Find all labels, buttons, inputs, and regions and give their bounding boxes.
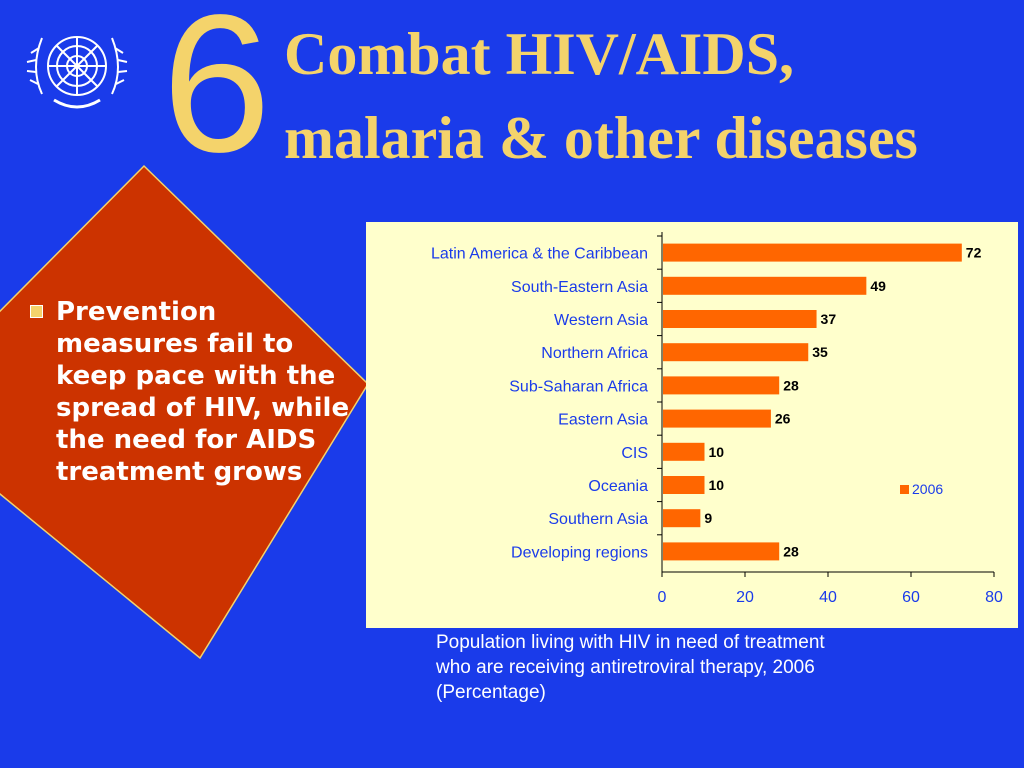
goal-number: 6 [162, 0, 271, 193]
un-emblem-icon [26, 36, 128, 109]
data-label: 28 [783, 377, 799, 393]
data-label: 10 [709, 444, 725, 460]
category-label: CIS [621, 445, 648, 462]
x-tick-label: 80 [985, 589, 1003, 606]
bar [663, 310, 817, 328]
bar [663, 243, 962, 262]
data-label: 26 [775, 411, 791, 427]
chart-caption: Population living with HIV in need of tr… [436, 632, 825, 703]
bar [663, 343, 809, 362]
data-label: 35 [812, 344, 828, 360]
bar-chart: Latin America & the Caribbean 72 South-Eas… [431, 232, 1003, 606]
category-label: Western Asia [554, 312, 648, 329]
bullet-text: Prevention measures fail to keep pace wi… [56, 297, 350, 487]
category-label: Latin America & the Caribbean [431, 246, 648, 263]
category-label: Developing regions [511, 544, 648, 561]
data-label: 28 [783, 543, 799, 559]
x-tick-label: 60 [902, 589, 920, 606]
category-label: Southern Asia [548, 511, 648, 528]
legend-label: 2006 [912, 481, 943, 497]
data-label: 72 [966, 245, 982, 261]
square-bullet-icon [30, 305, 43, 318]
bar [663, 476, 705, 494]
x-tick-label: 20 [736, 589, 754, 606]
x-tick-label: 40 [819, 589, 837, 606]
category-label: Oceania [588, 478, 648, 495]
bar [663, 276, 867, 295]
category-label: Sub-Saharan Africa [509, 378, 648, 395]
slide-title-line-1: Combat HIV/AIDS, [284, 21, 795, 87]
bar [663, 509, 701, 528]
category-label: Eastern Asia [558, 412, 648, 429]
data-label: 9 [704, 510, 712, 526]
bar [663, 376, 780, 395]
data-label: 37 [821, 311, 837, 327]
chart-panel: Latin America & the Caribbean 72 South-Eas… [366, 222, 1018, 628]
x-tick-label: 0 [658, 589, 667, 606]
bar [663, 542, 780, 561]
legend-swatch [900, 485, 909, 494]
bar [663, 442, 705, 461]
category-label: South-Eastern Asia [511, 279, 648, 296]
bar [663, 409, 771, 428]
slide-title-line-2: malaria & other diseases [284, 105, 918, 171]
category-label: Northern Africa [541, 345, 648, 362]
bullet-item: Prevention measures fail to keep pace wi… [30, 296, 360, 488]
data-label: 10 [709, 477, 725, 493]
data-label: 49 [870, 278, 886, 294]
